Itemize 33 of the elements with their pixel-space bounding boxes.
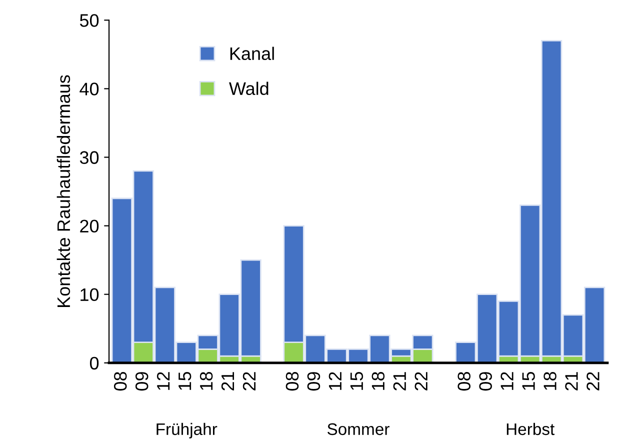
y-tick-label: 10 xyxy=(80,288,99,302)
x-tick-label: 18 xyxy=(372,372,385,390)
y-axis-title: Kontakte Rauhautfledermaus xyxy=(56,75,70,307)
x-tick-label: 21 xyxy=(221,372,234,390)
text: Sommer xyxy=(328,423,390,436)
x-tick-label: 12 xyxy=(328,372,342,390)
x-tick-label: 08 xyxy=(114,372,127,391)
legend-label: Kanal xyxy=(230,46,274,60)
y-tick-label: 50 xyxy=(80,14,99,27)
x-tick-label: 12 xyxy=(156,372,170,390)
x-tick-label: 22 xyxy=(414,372,428,390)
y-tick-label: 30 xyxy=(80,151,99,164)
x-tick-label: 08 xyxy=(458,372,470,391)
x-tick-label: 22 xyxy=(242,372,256,390)
x-tick-label: 15 xyxy=(350,372,364,390)
y-tick-label: 40 xyxy=(80,82,99,96)
x-tick-label: 12 xyxy=(500,372,514,390)
x-tick-label: 18 xyxy=(200,372,213,390)
y-tick-label: 20 xyxy=(80,220,99,233)
x-tick-label: 22 xyxy=(586,372,600,390)
x-tick-label: 09 xyxy=(135,372,148,391)
y-tick-label: 0 xyxy=(90,356,99,370)
x-tick-label: 18 xyxy=(544,372,556,390)
x-tick-label: 09 xyxy=(479,372,492,391)
x-tick-label: 21 xyxy=(565,372,578,390)
text: Herbst xyxy=(506,422,555,436)
legend-label: Wald xyxy=(229,82,268,96)
x-tick-label: 15 xyxy=(522,372,535,390)
x-tick-label: 21 xyxy=(393,372,406,390)
x-tick-label: 09 xyxy=(307,372,320,391)
x-tick-label: 08 xyxy=(286,372,299,391)
x-tick-label: 15 xyxy=(178,372,192,390)
text: Frühjahr xyxy=(156,422,218,438)
